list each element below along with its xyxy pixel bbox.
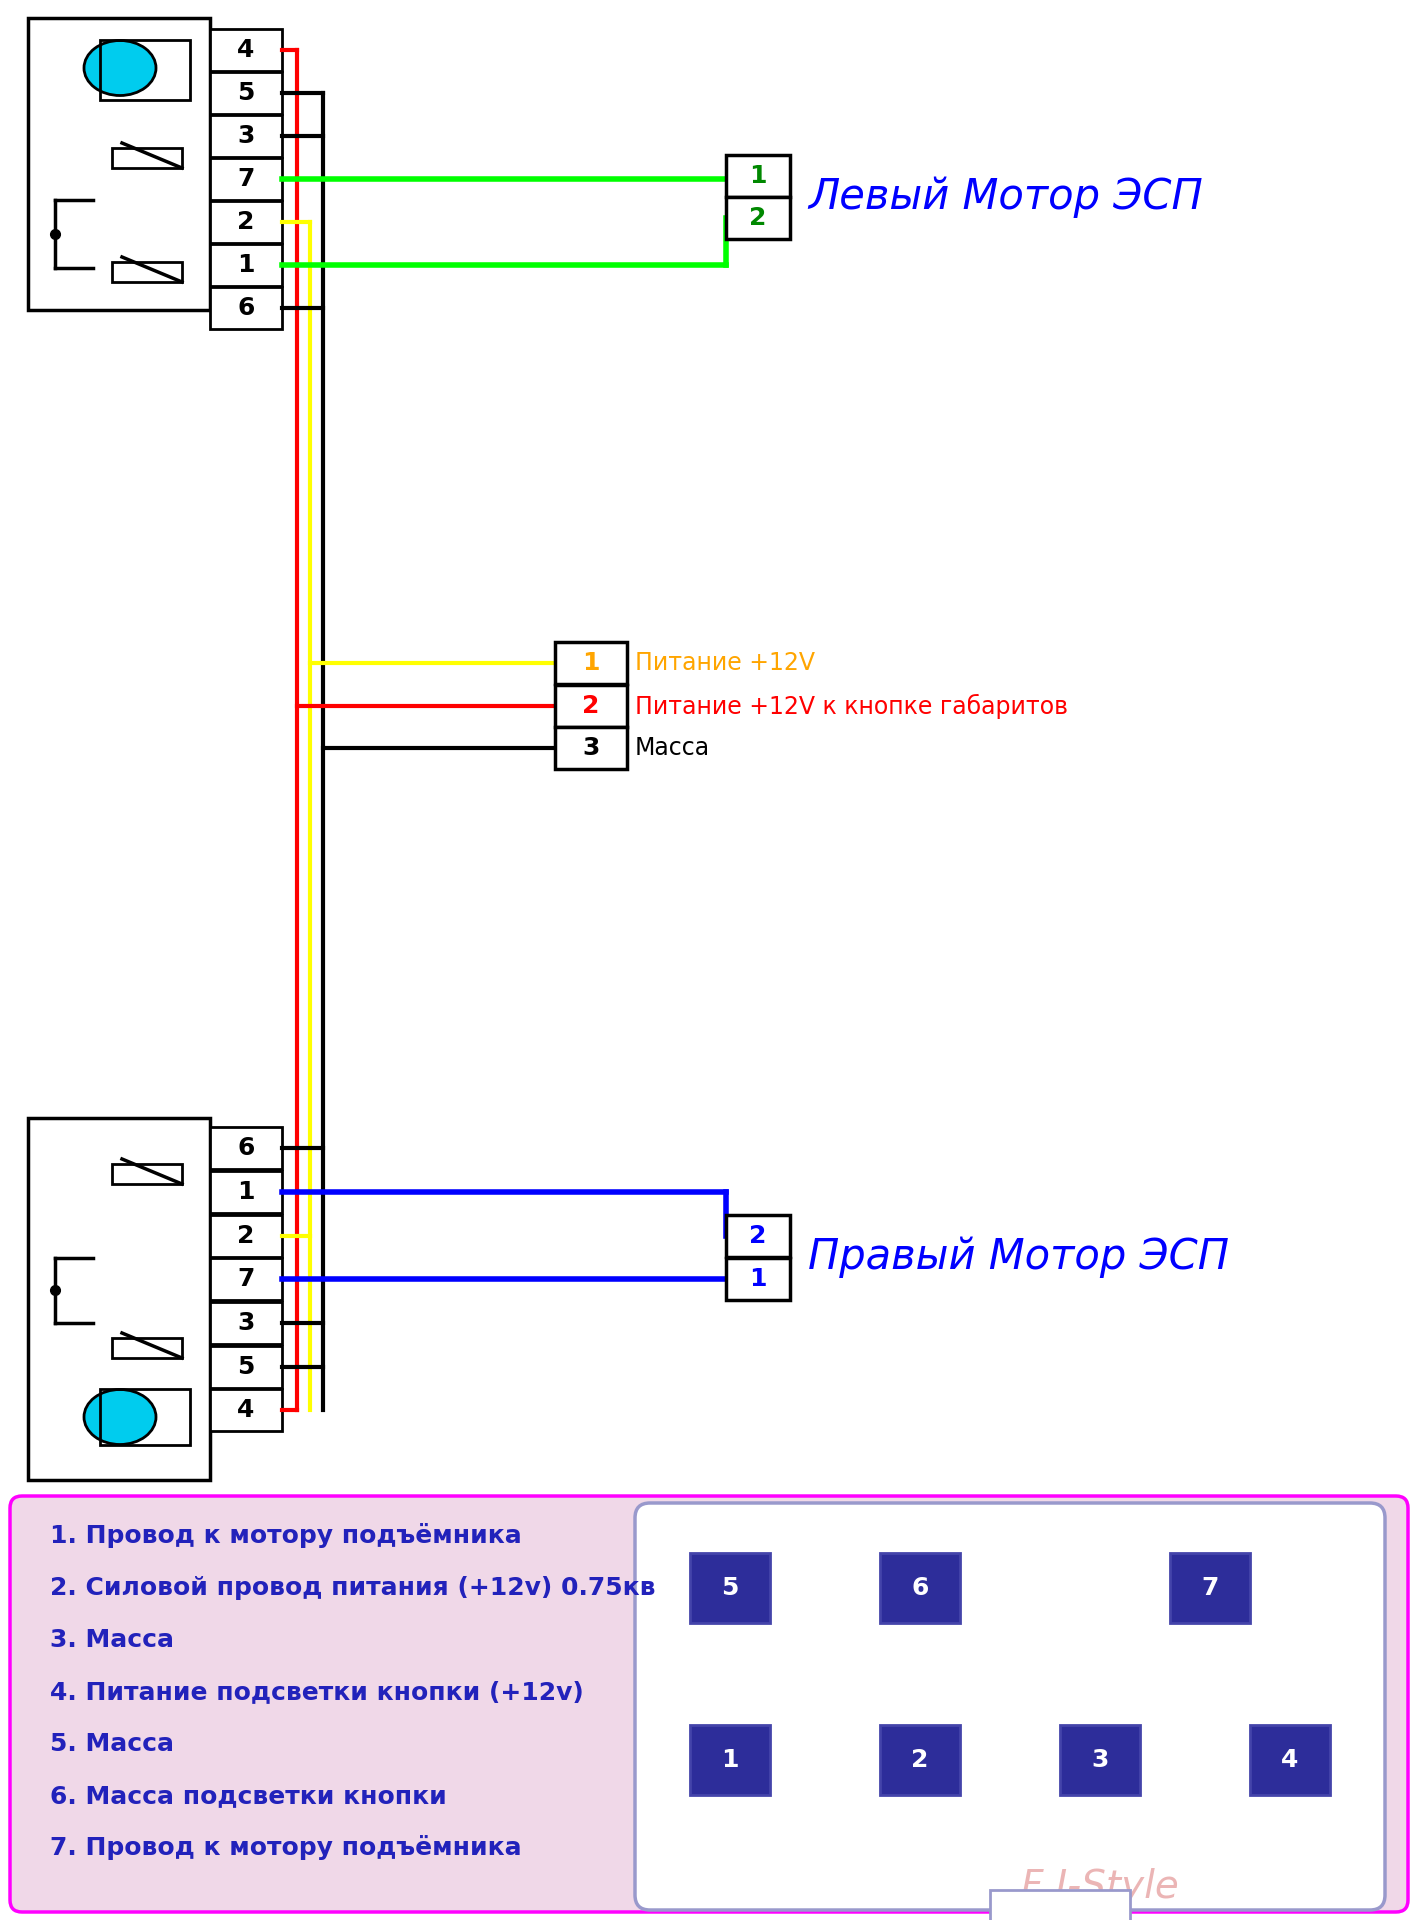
Bar [210,244,282,286]
Text: 3: 3 [237,125,255,148]
Text: 3: 3 [237,1311,255,1334]
Bar [112,1164,182,1185]
Bar [112,261,182,282]
Bar [210,71,282,113]
Bar [1251,1724,1330,1795]
Bar [210,202,282,244]
Bar [990,1889,1130,1920]
Text: Левый Мотор ЭСП: Левый Мотор ЭСП [808,177,1202,219]
Text: 2: 2 [749,1225,767,1248]
Text: Питание +12V: Питание +12V [635,651,815,676]
Bar [691,1724,770,1795]
Bar [881,1724,960,1795]
Text: 7: 7 [1201,1576,1218,1599]
Bar [726,1258,790,1300]
Text: 2: 2 [237,1225,255,1248]
Text: 1: 1 [237,253,255,276]
Text: Правый Мотор ЭСП: Правый Мотор ЭСП [808,1236,1229,1279]
Bar [554,641,627,684]
Bar [210,157,282,200]
Bar [112,148,182,169]
FancyBboxPatch shape [10,1496,1408,1912]
Bar [726,198,790,238]
Bar [210,1258,282,1300]
Bar [1061,1724,1140,1795]
Bar [726,1215,790,1258]
Text: 2. Силовой провод питания (+12v) 0.75кв: 2. Силовой провод питания (+12v) 0.75кв [50,1576,655,1599]
Text: 2: 2 [583,693,600,718]
Bar [210,1127,282,1169]
Text: F I-Style: F I-Style [1021,1868,1178,1907]
Bar [210,29,282,71]
Ellipse shape [84,40,156,96]
Text: 1: 1 [749,163,767,188]
Text: 5: 5 [722,1576,739,1599]
Text: 4: 4 [237,38,255,61]
Text: 1: 1 [237,1181,255,1204]
Text: 2: 2 [237,209,255,234]
Text: 4: 4 [1282,1747,1299,1772]
Text: 3: 3 [583,735,600,760]
Text: Питание +12V к кнопке габаритов: Питание +12V к кнопке габаритов [635,693,1068,718]
Text: 1: 1 [722,1747,739,1772]
Text: 6: 6 [237,296,255,321]
Bar [101,40,190,100]
Text: 5: 5 [237,1356,255,1379]
Bar [112,1338,182,1357]
Text: 3: 3 [1092,1747,1109,1772]
Text: 7: 7 [237,1267,255,1290]
Text: 4. Питание подсветки кнопки (+12v): 4. Питание подсветки кнопки (+12v) [50,1680,584,1705]
Bar [691,1553,770,1622]
Bar [210,1302,282,1344]
Text: 6: 6 [912,1576,929,1599]
Bar [554,728,627,770]
Bar [210,286,282,328]
Bar [28,17,210,309]
Text: 3. Масса: 3. Масса [50,1628,174,1651]
Bar [210,115,282,157]
Text: 7. Провод к мотору подъёмника: 7. Провод к мотору подъёмника [50,1836,522,1860]
Bar [210,1346,282,1388]
Text: 1. Провод к мотору подъёмника: 1. Провод к мотору подъёмника [50,1523,522,1549]
Bar [726,156,790,198]
Text: 7: 7 [237,167,255,190]
Text: 6: 6 [237,1137,255,1160]
Text: 5. Масса: 5. Масса [50,1732,174,1757]
Text: 1: 1 [583,651,600,676]
Bar [210,1171,282,1213]
Bar [101,1388,190,1446]
Bar [554,685,627,728]
Bar [881,1553,960,1622]
Text: 1: 1 [749,1267,767,1290]
Text: 2: 2 [912,1747,929,1772]
Text: 4: 4 [237,1398,255,1423]
Text: 5: 5 [237,81,255,106]
Text: 2: 2 [749,205,767,230]
Text: 6. Масса подсветки кнопки: 6. Масса подсветки кнопки [50,1784,447,1809]
Bar [210,1388,282,1430]
Bar [28,1117,210,1480]
Bar [210,1215,282,1258]
Bar [1170,1553,1251,1622]
Ellipse shape [84,1390,156,1444]
FancyBboxPatch shape [635,1503,1385,1910]
Text: Масса: Масса [635,735,710,760]
